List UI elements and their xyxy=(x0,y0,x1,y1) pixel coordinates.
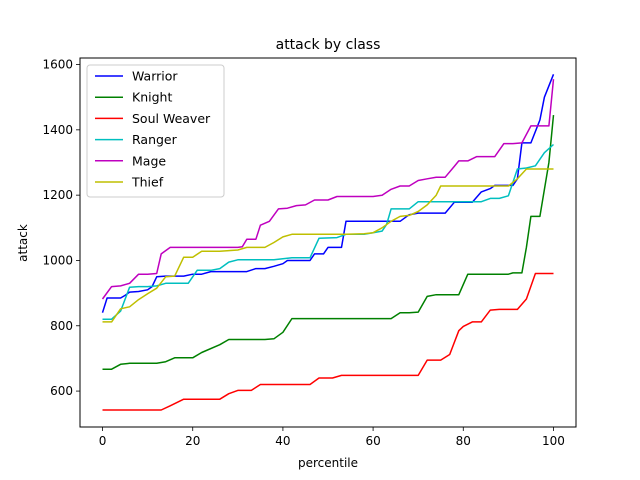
x-tick-label: 20 xyxy=(185,434,200,448)
y-tick-label: 1600 xyxy=(42,58,73,72)
y-tick-label: 800 xyxy=(50,319,73,333)
legend-label: Thief xyxy=(131,175,164,190)
legend-label: Soul Weaver xyxy=(132,111,211,126)
series-line-3 xyxy=(102,143,555,320)
x-tick-label: 80 xyxy=(456,434,471,448)
legend-label: Ranger xyxy=(132,132,178,147)
legend: Warrior Knight Soul Weaver Ranger Mage Thief xyxy=(86,64,225,198)
y-tick-label: 1400 xyxy=(42,123,73,137)
x-tick-label: 40 xyxy=(275,434,290,448)
x-tick-label: 100 xyxy=(542,434,565,448)
plot-area xyxy=(101,74,555,411)
legend-box xyxy=(86,64,225,198)
axes-frame xyxy=(79,57,577,428)
legend-label: Warrior xyxy=(132,69,178,84)
legend-label: Mage xyxy=(132,153,166,168)
y-tick-label: 1200 xyxy=(42,188,73,202)
axis-ticks: 0 20 40 60 80 100 600 800 1000 1200 1400 1600 xyxy=(42,58,564,448)
x-tick-label: 60 xyxy=(365,434,380,448)
y-tick-label: 1000 xyxy=(42,253,73,267)
series-line-0 xyxy=(101,74,555,313)
series-line-1 xyxy=(102,115,555,370)
legend-label: Knight xyxy=(132,90,172,105)
series-line-4 xyxy=(101,79,555,300)
y-axis-label: attack xyxy=(16,224,30,262)
y-tick-label: 600 xyxy=(50,384,73,398)
x-tick-label: 0 xyxy=(99,434,107,448)
series-line-2 xyxy=(102,272,554,411)
x-axis-label: percentile xyxy=(298,456,358,470)
series-line-5 xyxy=(102,168,554,323)
chart-title: attack by class xyxy=(276,37,381,53)
